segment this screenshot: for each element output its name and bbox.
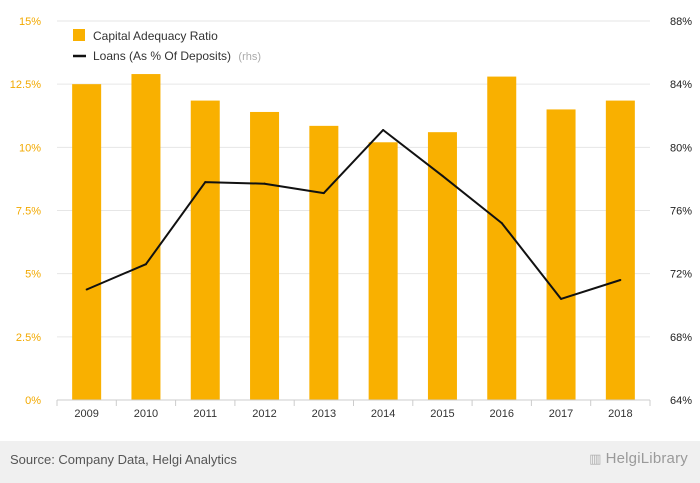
line-point-2012 <box>263 182 266 185</box>
y-right-tick-label: 84% <box>670 79 692 91</box>
y-right-tick-label: 80% <box>670 142 692 154</box>
y-left-tick-label: 12.5% <box>10 79 41 91</box>
line-point-2010 <box>144 263 147 266</box>
y-right-tick-label: 88% <box>670 16 692 28</box>
bar-2016 <box>487 76 517 400</box>
x-tick-label: 2013 <box>312 408 336 420</box>
y-left-tick-label: 10% <box>19 142 41 154</box>
line-point-2009 <box>85 288 88 291</box>
bar-2009 <box>72 84 102 401</box>
y-left-tick-label: 15% <box>19 16 41 28</box>
legend-line-label: Loans (As % Of Deposits) <box>93 49 231 63</box>
x-tick-label: 2010 <box>134 408 158 420</box>
source-text: Source: Company Data, Helgi Analytics <box>10 452 237 467</box>
line-point-2014 <box>382 128 385 131</box>
bar-2017 <box>546 109 576 400</box>
y-left-tick-label: 5% <box>25 269 41 281</box>
line-point-2016 <box>500 222 503 225</box>
line-point-2017 <box>560 297 563 300</box>
x-tick-label: 2011 <box>193 408 217 420</box>
bar-2013 <box>309 125 339 401</box>
x-tick-label: 2009 <box>74 408 98 420</box>
building-icon: ▥ <box>589 451 602 466</box>
x-axis: 2009 2010 2011 2012 2013 2014 2015 2016 2017 2018 <box>56 399 651 420</box>
line-point-2018 <box>619 278 622 281</box>
brand-name: HelgiLibrary <box>605 450 688 467</box>
y-left-tick-label: 0% <box>25 395 41 407</box>
line-point-2011 <box>204 181 207 184</box>
x-tick-label: 2016 <box>490 408 514 420</box>
y-right-tick-label: 64% <box>670 395 692 407</box>
bar-2012 <box>250 111 280 401</box>
bar-2018 <box>605 100 635 400</box>
brand-logo[interactable]: ▥ HelgiLibrary <box>589 450 688 467</box>
x-tick-label: 2017 <box>549 408 573 420</box>
bar-2014 <box>368 142 398 400</box>
bar-2015 <box>427 132 457 400</box>
line-point-2013 <box>322 192 325 195</box>
y-axis-left: 0% 2.5% 5% 7.5% 10% 12.5% 15% <box>10 16 41 407</box>
x-tick-label: 2012 <box>252 408 276 420</box>
footer: Source: Company Data, Helgi Analytics ▥ H… <box>0 441 700 483</box>
x-tick-label: 2015 <box>430 408 454 420</box>
x-tick-label: 2014 <box>371 408 395 420</box>
y-left-tick-label: 7.5% <box>16 206 41 218</box>
legend-line-text: Loans (As % Of Deposits) (rhs) <box>93 49 261 63</box>
y-right-tick-label: 68% <box>670 332 692 344</box>
line-point-2015 <box>441 174 444 177</box>
y-right-tick-label: 76% <box>670 206 692 218</box>
chart: 0% 2.5% 5% 7.5% 10% 12.5% 15% 64% 68% 72% 76% 80% 8… <box>10 16 692 420</box>
y-right-tick-label: 72% <box>670 269 692 281</box>
line-series <box>85 128 622 300</box>
bar-2011 <box>190 100 220 400</box>
legend-bar-label: Capital Adequacy Ratio <box>93 29 218 43</box>
legend-rhs-note: (rhs) <box>238 51 261 63</box>
legend: Capital Adequacy Ratio Loans (As % Of De… <box>73 29 261 63</box>
bar-2010 <box>131 74 161 400</box>
legend-bar-swatch <box>73 29 85 41</box>
x-tick-label: 2018 <box>608 408 632 420</box>
bar-series <box>72 74 635 401</box>
y-axis-right: 64% 68% 72% 76% 80% 84% 88% <box>670 16 692 407</box>
y-left-tick-label: 2.5% <box>16 332 41 344</box>
loans-line <box>86 129 621 300</box>
